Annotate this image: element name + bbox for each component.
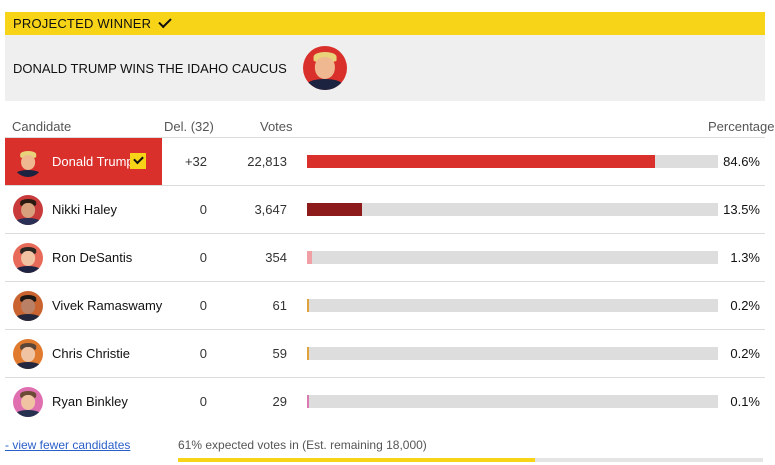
candidate-name: Nikki Haley: [52, 202, 118, 217]
check-icon: [158, 14, 172, 29]
candidate-name: Donald Trump: [52, 154, 134, 169]
candidate-percentage: 84.6%: [723, 154, 760, 169]
candidate-name-cell: Nikki Haley: [5, 186, 162, 233]
vote-share-bar: [307, 251, 718, 264]
vote-share-fill: [307, 203, 363, 216]
candidate-name-cell: Vivek Ramaswamy: [5, 282, 162, 329]
candidate-name-cell: Ron DeSantis: [5, 234, 162, 281]
candidate-percentage: 0.2%: [730, 346, 760, 361]
candidate-avatar: [13, 339, 43, 369]
vote-share-bar: [307, 347, 718, 360]
vote-share-fill: [307, 395, 309, 408]
candidate-name-cell: Donald Trump: [5, 138, 162, 185]
winner-headline-box: DONALD TRUMP WINS THE IDAHO CAUCUS: [5, 35, 765, 101]
candidate-delegates: 0: [199, 394, 207, 409]
vote-share-fill: [307, 251, 313, 264]
candidate-votes: 61: [272, 298, 287, 313]
candidate-row: Ryan Binkley 0 29 0.1%: [5, 377, 765, 426]
candidate-avatar: [13, 147, 43, 177]
candidate-delegates: +32: [184, 154, 207, 169]
candidate-votes: 59: [272, 346, 287, 361]
view-fewer-candidates-link[interactable]: - view fewer candidates: [5, 438, 131, 452]
check-icon: [130, 153, 146, 169]
candidate-name-cell: Chris Christie: [5, 330, 162, 377]
candidate-avatar: [13, 243, 43, 273]
vote-share-fill: [307, 299, 309, 312]
candidate-row: Nikki Haley 0 3,647 13.5%: [5, 185, 765, 234]
banner-label: PROJECTED WINNER: [13, 16, 152, 31]
candidate-delegates: 0: [199, 202, 207, 217]
candidate-name: Chris Christie: [52, 346, 131, 361]
projected-winner-banner: PROJECTED WINNER: [5, 12, 765, 35]
candidate-name-cell: Ryan Binkley: [5, 378, 162, 425]
vote-share-fill: [307, 347, 309, 360]
candidate-percentage: 0.1%: [730, 394, 760, 409]
column-header-percentage: Percentage: [708, 119, 775, 134]
vote-share-bar: [307, 395, 718, 408]
vote-share-bar: [307, 203, 718, 216]
vote-share-bar: [307, 155, 718, 168]
candidate-row: Donald Trump +32 22,813 84.6%: [5, 137, 765, 186]
candidate-avatar: [13, 195, 43, 225]
column-header-candidate: Candidate: [12, 119, 72, 134]
candidate-votes: 354: [265, 250, 287, 265]
vote-share-fill: [307, 155, 655, 168]
expected-votes-progress-bar: [178, 458, 763, 462]
expected-votes-status: 61% expected votes in (Est. remaining 18…: [178, 438, 427, 452]
candidate-avatar: [13, 291, 43, 321]
candidate-delegates: 0: [199, 298, 207, 313]
candidate-percentage: 1.3%: [730, 250, 760, 265]
candidate-name: Ron DeSantis: [52, 250, 133, 265]
candidate-percentage: 0.2%: [730, 298, 760, 313]
candidate-name: Ryan Binkley: [52, 394, 128, 409]
candidate-votes: 22,813: [247, 154, 287, 169]
candidate-votes: 29: [272, 394, 287, 409]
column-header-delegates: Del. (32): [164, 119, 214, 134]
candidate-avatar: [13, 387, 43, 417]
expected-votes-progress-fill: [178, 458, 535, 462]
candidate-row: Chris Christie 0 59 0.2%: [5, 329, 765, 378]
candidate-name: Vivek Ramaswamy: [52, 298, 163, 313]
candidate-delegates: 0: [199, 346, 207, 361]
headline: DONALD TRUMP WINS THE IDAHO CAUCUS: [13, 60, 287, 76]
vote-share-bar: [307, 299, 718, 312]
candidate-row: Vivek Ramaswamy 0 61 0.2%: [5, 281, 765, 330]
column-header-votes: Votes: [260, 119, 293, 134]
candidate-row: Ron DeSantis 0 354 1.3%: [5, 233, 765, 282]
candidate-votes: 3,647: [254, 202, 287, 217]
candidate-percentage: 13.5%: [723, 202, 760, 217]
candidate-delegates: 0: [199, 250, 207, 265]
winner-avatar: [302, 46, 347, 90]
